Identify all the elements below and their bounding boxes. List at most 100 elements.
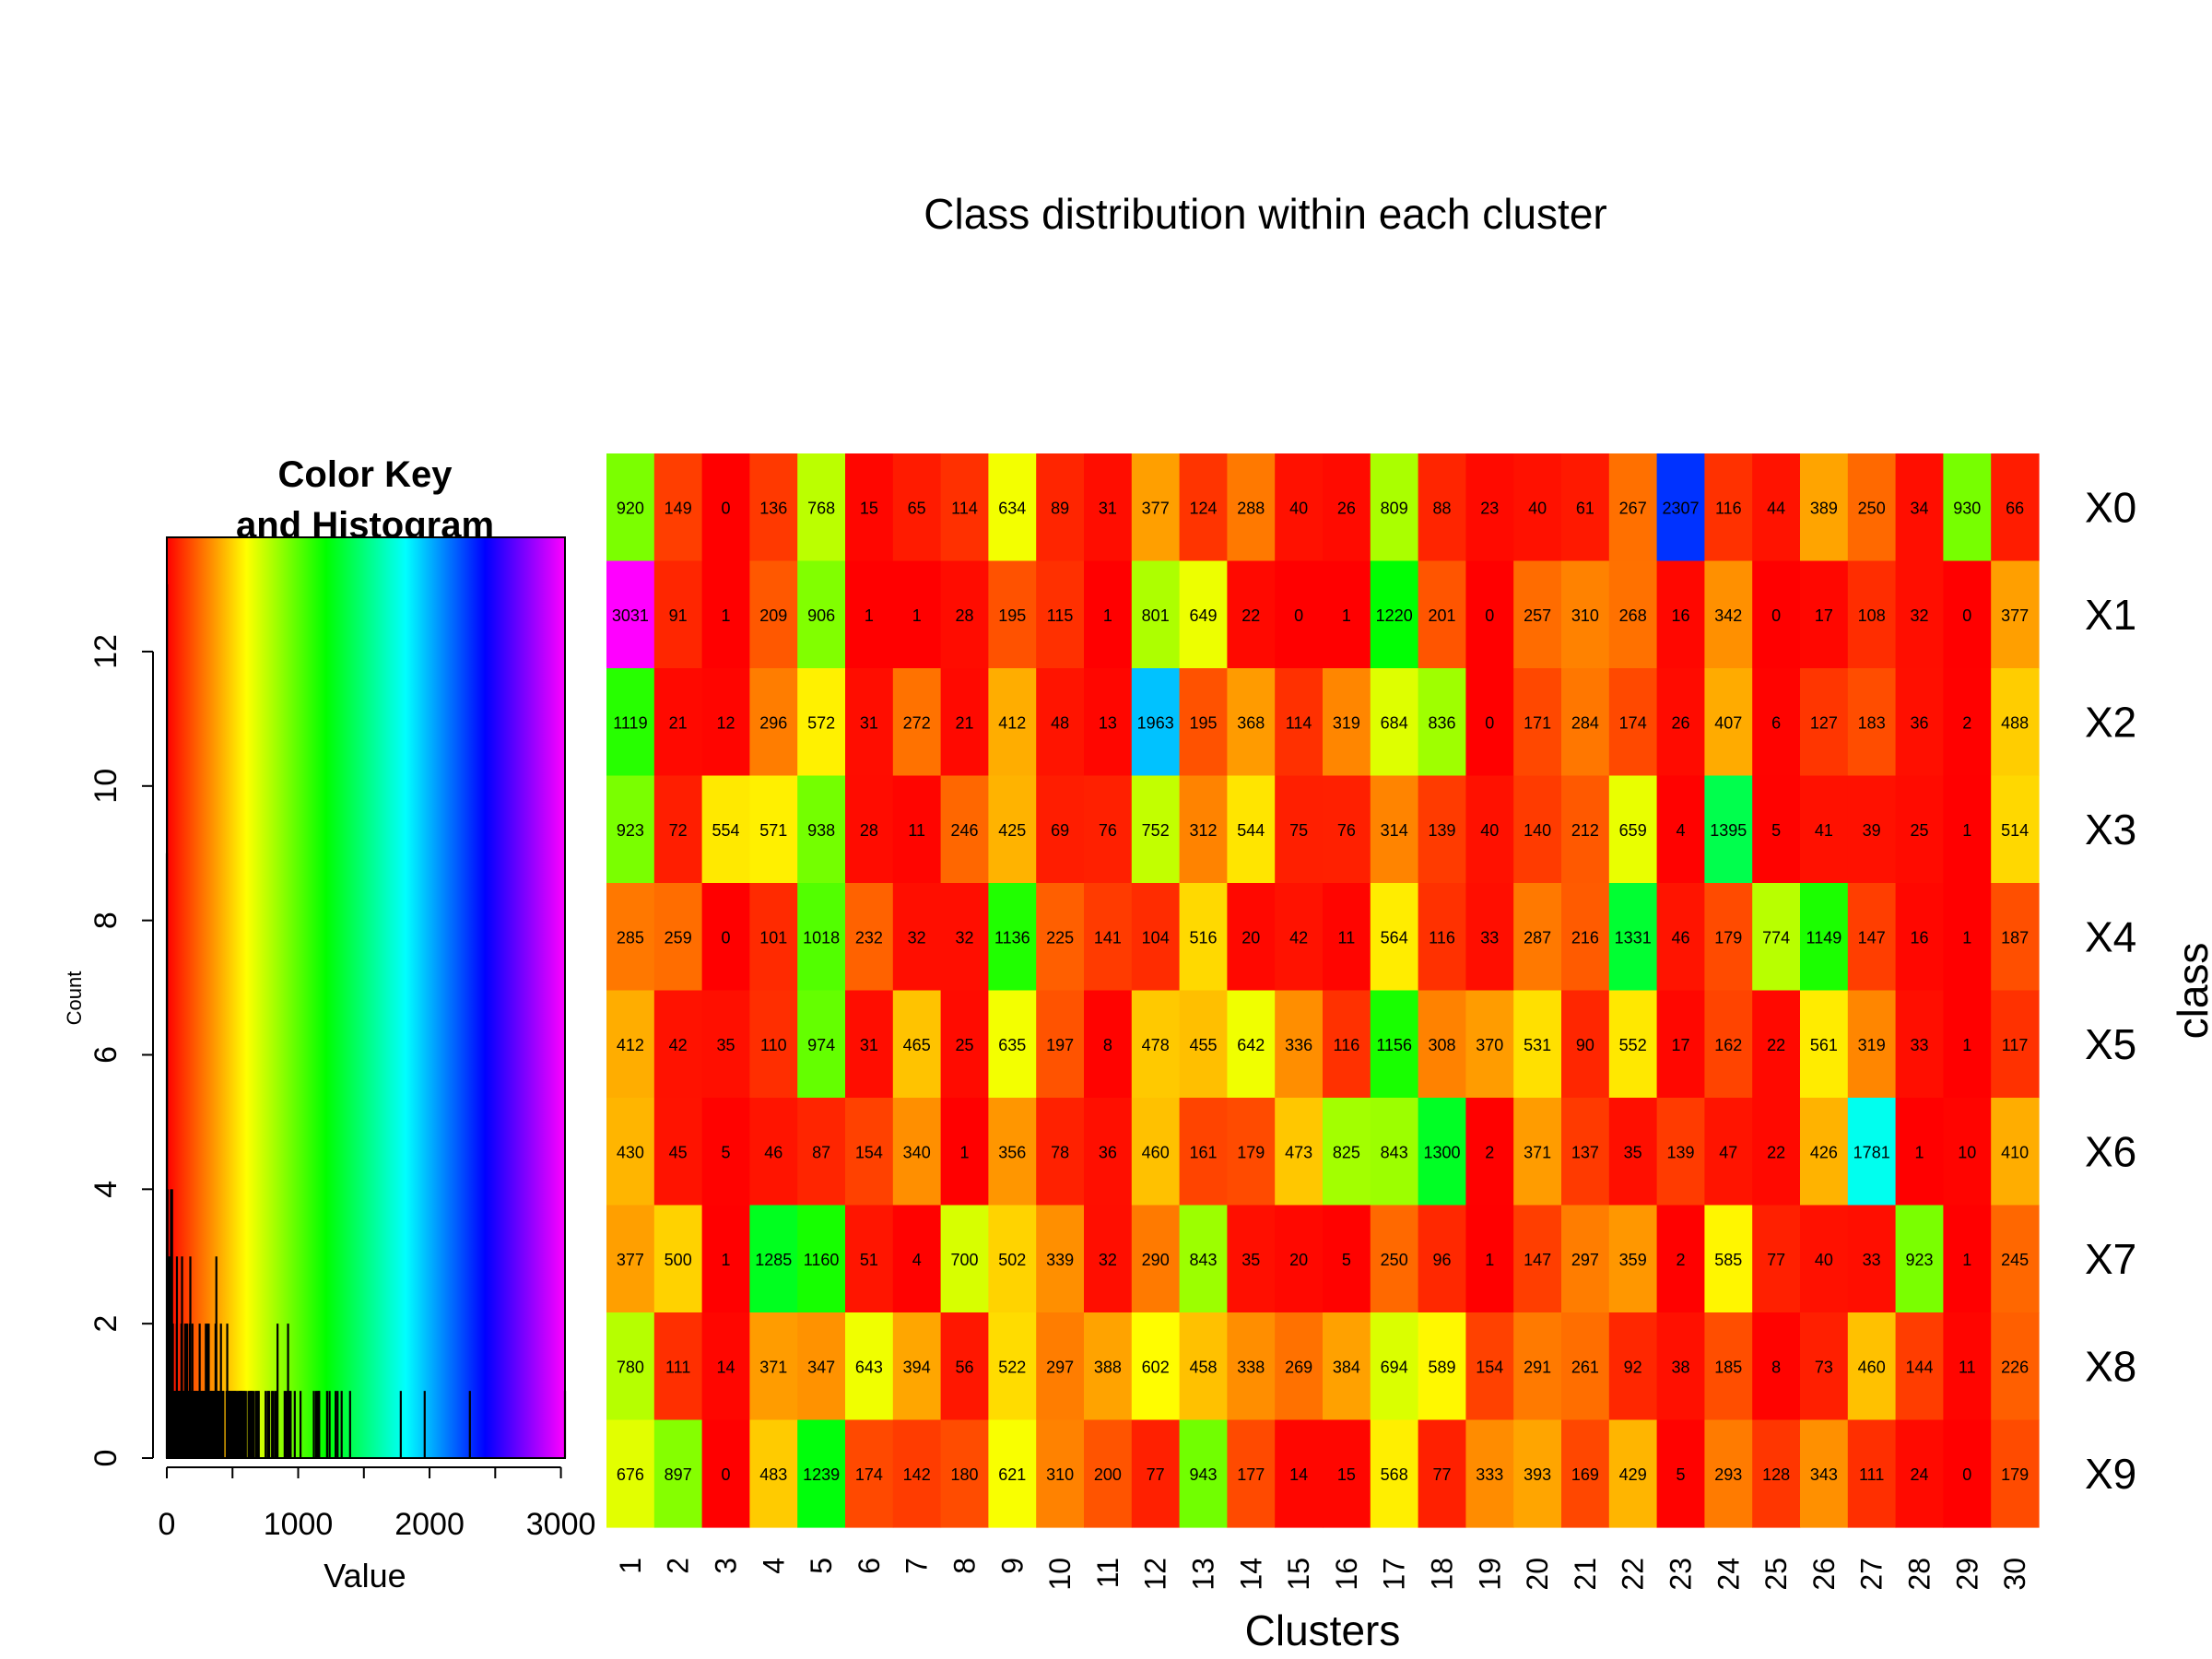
cell-value-label: 36 (1910, 713, 1928, 732)
heatmap-cell (1370, 883, 1419, 992)
heatmap-cell (1608, 1205, 1658, 1313)
heatmap-cell (1323, 883, 1371, 992)
heatmap-cell (1895, 453, 1944, 562)
row-label: X9 (2085, 1450, 2136, 1498)
cell-value-label: 564 (1381, 928, 1408, 947)
cell-value-label: 40 (1480, 821, 1499, 840)
cell-value-label: 0 (1485, 606, 1494, 625)
heatmap-cell (1418, 775, 1466, 884)
column-label: 6 (853, 1558, 886, 1574)
cell-value-label: 139 (1428, 821, 1455, 840)
heatmap-cell (749, 560, 798, 669)
heatmap-cell (845, 453, 894, 562)
cell-value-label: 72 (669, 821, 688, 840)
heatmap-cell (1895, 1205, 1944, 1313)
heatmap-cell (653, 1205, 703, 1313)
heatmap-cell (988, 668, 1037, 777)
heatmap-cell (1752, 883, 1801, 992)
cell-value-label: 483 (759, 1465, 787, 1484)
heatmap-cell (1704, 1205, 1753, 1313)
heatmap-cell (1991, 453, 2040, 562)
cell-value-label: 384 (1333, 1358, 1360, 1376)
heatmap-cell-labels: 920 149 0 136 768 15 65 114 634 89 31 377 124 288 40 26… (612, 499, 2029, 1484)
heatmap-cell (1752, 560, 1801, 669)
heatmap-cell (1656, 1312, 1705, 1421)
heatmap-cell (749, 1098, 798, 1206)
heatmap-cell (1418, 560, 1466, 669)
heatmap-cell (749, 453, 798, 562)
heatmap-cell (1370, 453, 1419, 562)
cell-value-label: 356 (998, 1143, 1026, 1161)
cell-value-label: 76 (1099, 821, 1117, 840)
heatmap-cell (1800, 1205, 1849, 1313)
heatmap-cell (1991, 990, 2040, 1099)
cell-value-label: 179 (1237, 1143, 1265, 1161)
heatmap-cell (1084, 453, 1133, 562)
cell-value-label: 42 (1289, 928, 1308, 947)
cell-value-label: 1 (1962, 821, 1971, 840)
heatmap-cell (1084, 668, 1133, 777)
heatmap-cell (1656, 883, 1705, 992)
heatmap-cell (940, 883, 989, 992)
cell-value-label: 128 (1762, 1465, 1790, 1484)
heatmap-cell (1323, 668, 1371, 777)
cell-value-label: 61 (1576, 499, 1594, 517)
cell-value-label: 2307 (1662, 499, 1699, 517)
heatmap-cell (1084, 990, 1133, 1099)
cell-value-label: 147 (1858, 928, 1886, 947)
heatmap-cell (988, 1205, 1037, 1313)
cell-value-label: 216 (1571, 928, 1599, 947)
x-tick-label: 3000 (526, 1507, 596, 1542)
heatmap-cell (845, 775, 894, 884)
heatmap-cell (701, 1205, 750, 1313)
heatmap-cell (1179, 668, 1228, 777)
cell-value-label: 4 (1676, 821, 1685, 840)
cell-value-label: 659 (1619, 821, 1647, 840)
column-label: 17 (1378, 1558, 1411, 1591)
cell-value-label: 147 (1524, 1251, 1551, 1269)
column-label: 27 (1855, 1558, 1888, 1591)
cell-value-label: 40 (1528, 499, 1547, 517)
heatmap-cell (1943, 990, 1992, 1099)
heatmap-cell (940, 1205, 989, 1313)
cell-value-label: 774 (1762, 928, 1790, 947)
heatmap-cell (653, 1098, 703, 1206)
heatmap-cell (701, 883, 750, 992)
heatmap-cell (1561, 883, 1610, 992)
heatmap-cell (606, 775, 655, 884)
heatmap-cell (1561, 1098, 1610, 1206)
cell-value-label: 73 (1815, 1358, 1833, 1376)
column-label: 18 (1426, 1558, 1459, 1591)
heatmap-cell (1752, 990, 1801, 1099)
cell-value-label: 17 (1671, 1036, 1689, 1054)
cell-value-label: 88 (1432, 499, 1451, 517)
column-label: 11 (1091, 1558, 1124, 1588)
cell-value-label: 1160 (804, 1251, 840, 1269)
heatmap-cell (1991, 775, 2040, 884)
heatmap-cell (1036, 560, 1085, 669)
cell-value-label: 0 (721, 928, 730, 947)
heatmap-cell (1227, 775, 1276, 884)
cell-value-label: 22 (1241, 606, 1260, 625)
heatmap-cell (701, 990, 750, 1099)
cell-value-label: 843 (1189, 1251, 1217, 1269)
cell-value-label: 425 (998, 821, 1026, 840)
cell-value-label: 635 (998, 1036, 1026, 1054)
cell-value-label: 8 (1771, 1358, 1781, 1376)
cell-value-label: 572 (807, 713, 835, 732)
heatmap-cell (1131, 1312, 1181, 1421)
cell-value-label: 26 (1671, 713, 1689, 732)
heatmap-cell (1704, 990, 1753, 1099)
heatmap-cell (1800, 560, 1849, 669)
heatmap-cell (1323, 775, 1371, 884)
heatmap-cell (653, 1419, 703, 1528)
heatmap-cell (1513, 1419, 1562, 1528)
heatmap-cell (1800, 668, 1849, 777)
heatmap-cell (1561, 775, 1610, 884)
heatmap-cell (1513, 560, 1562, 669)
cell-value-label: 1 (912, 606, 922, 625)
heatmap-cell (1036, 883, 1085, 992)
cell-value-label: 514 (2001, 821, 2029, 840)
heatmap-cell (1704, 1419, 1753, 1528)
cell-value-label: 108 (1858, 606, 1886, 625)
